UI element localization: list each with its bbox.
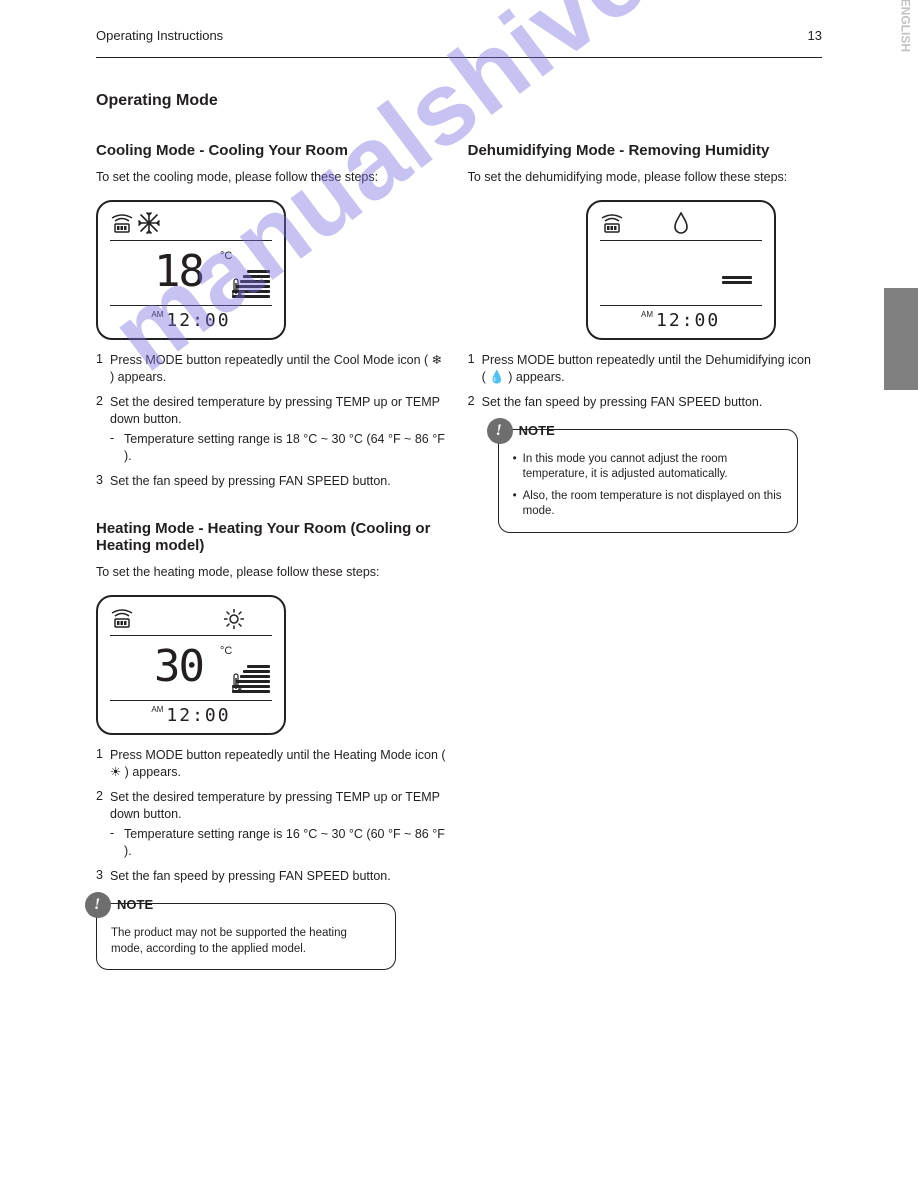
note-label: NOTE xyxy=(519,422,555,440)
clock-value: 12:00 xyxy=(166,705,230,726)
am-label: AM xyxy=(151,705,163,714)
step-text: Press MODE button repeatedly until the H… xyxy=(110,747,446,781)
step-num: 1 xyxy=(96,352,110,386)
step-num: 3 xyxy=(96,868,110,885)
step-num: 2 xyxy=(468,394,482,411)
cooling-steps: 1Press MODE button repeatedly until the … xyxy=(96,352,446,490)
signal-icon xyxy=(600,214,624,234)
header-rule xyxy=(96,57,822,58)
page-title: Operating Instructions xyxy=(96,28,223,43)
fan-level-icon xyxy=(232,663,270,693)
step-subtext: Temperature setting range is 16 °C ~ 30 … xyxy=(124,826,446,860)
cooling-intro: To set the cooling mode, please follow t… xyxy=(96,169,446,186)
step-text: Set the desired temperature by pressing … xyxy=(110,394,446,428)
heating-temp-value: 30 xyxy=(154,641,203,692)
dehum-intro: To set the dehumidifying mode, please fo… xyxy=(468,169,818,186)
am-label: AM xyxy=(151,310,163,319)
cooling-title: Cooling Mode - Cooling Your Room xyxy=(96,142,446,159)
step-text: Set the desired temperature by pressing … xyxy=(110,789,446,823)
dehum-lcd: AM12:00 xyxy=(586,200,776,340)
signal-icon xyxy=(110,609,134,629)
sun-icon xyxy=(224,609,244,629)
step-dash: - xyxy=(110,826,124,860)
am-label: AM xyxy=(641,310,653,319)
note-text: The product may not be supported the hea… xyxy=(111,926,381,957)
header-page-number: 13 xyxy=(808,28,822,43)
cooling-temp-unit: °C xyxy=(220,250,232,262)
heating-lcd: 30 °C AM12:00 xyxy=(96,595,286,735)
fan-level-icon xyxy=(232,268,270,298)
step-num: 1 xyxy=(96,747,110,781)
clock-value: 12:00 xyxy=(166,310,230,331)
step-text: Press MODE button repeatedly until the D… xyxy=(482,352,818,386)
step-text: Press MODE button repeatedly until the C… xyxy=(110,352,446,386)
note-bullet: In this mode you cannot adjust the room … xyxy=(523,452,783,483)
fan-level-low-icon xyxy=(722,274,752,284)
clock-value: 12:00 xyxy=(656,310,720,331)
step-dash: - xyxy=(110,431,124,465)
signal-icon xyxy=(110,214,134,234)
cooling-temp-value: 18 xyxy=(154,246,203,297)
step-text: Set the fan speed by pressing FAN SPEED … xyxy=(110,473,391,490)
heating-note: ! NOTE The product may not be supported … xyxy=(96,903,396,970)
step-num: 2 xyxy=(96,789,110,823)
language-tab xyxy=(884,288,918,390)
note-label: NOTE xyxy=(117,896,153,914)
step-text: Set the fan speed by pressing FAN SPEED … xyxy=(482,394,763,411)
dehum-steps: 1Press MODE button repeatedly until the … xyxy=(468,352,818,411)
dehum-title: Dehumidifying Mode - Removing Humidity xyxy=(468,142,818,159)
language-tab-text: ENGLISH xyxy=(898,0,912,52)
cooling-lcd: 18 °C AM12:00 xyxy=(96,200,286,340)
note-bullet: Also, the room temperature is not displa… xyxy=(523,489,783,520)
heating-temp-unit: °C xyxy=(220,645,232,657)
droplet-icon xyxy=(673,212,689,234)
heating-title: Heating Mode - Heating Your Room (Coolin… xyxy=(96,520,446,554)
step-num: 1 xyxy=(468,352,482,386)
dehum-note: ! NOTE •In this mode you cannot adjust t… xyxy=(498,429,798,533)
heating-steps: 1Press MODE button repeatedly until the … xyxy=(96,747,446,885)
snowflake-icon xyxy=(138,212,160,234)
step-num: 2 xyxy=(96,394,110,428)
step-num: 3 xyxy=(96,473,110,490)
step-subtext: Temperature setting range is 18 °C ~ 30 … xyxy=(124,431,446,465)
heating-intro: To set the heating mode, please follow t… xyxy=(96,564,446,581)
main-heading: Operating Mode xyxy=(96,92,822,110)
step-text: Set the fan speed by pressing FAN SPEED … xyxy=(110,868,391,885)
